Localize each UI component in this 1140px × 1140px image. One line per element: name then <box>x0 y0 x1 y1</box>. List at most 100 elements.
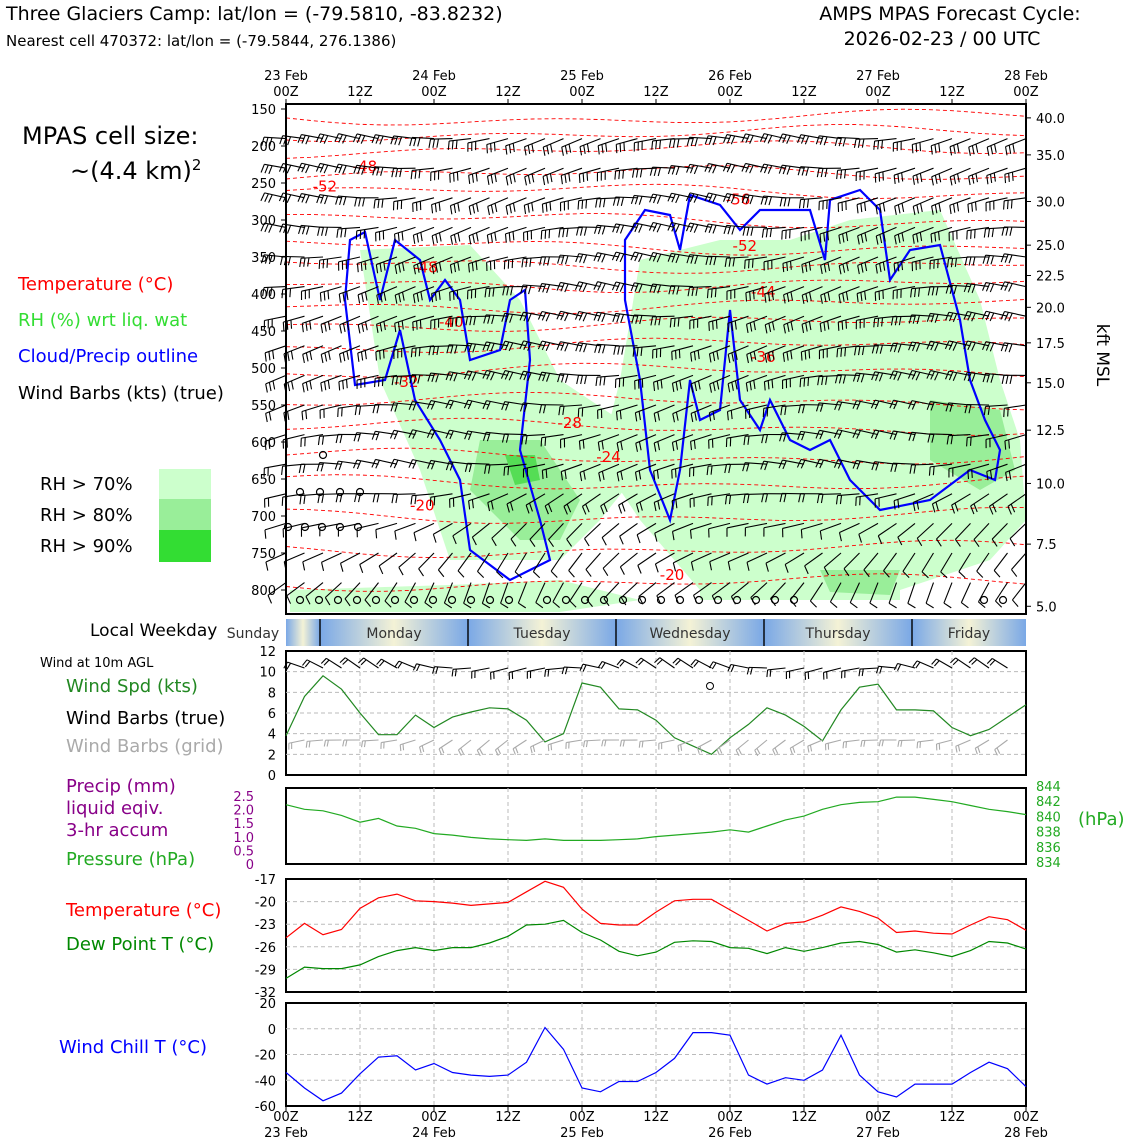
wind-barb-feather <box>790 350 793 360</box>
wind-barb-feather <box>612 196 617 206</box>
wind-barb-feather <box>935 286 939 296</box>
upper-wind-barb <box>946 256 971 268</box>
wind-barb-feather <box>657 167 661 177</box>
wind-barb-feather <box>467 400 473 410</box>
wind-barb-staff <box>267 582 287 596</box>
weekday-name: Sunday <box>227 626 279 642</box>
wind-barb-feather <box>955 746 958 753</box>
wind-barb-feather <box>911 401 917 410</box>
calm-circle <box>355 487 365 497</box>
wind-barb-feather <box>398 136 403 146</box>
wind-barb-feather <box>894 206 897 215</box>
wind-barb-feather <box>857 265 860 275</box>
weekday-name: Tuesday <box>513 626 571 642</box>
upper-wind-barb <box>804 552 823 575</box>
wind-barb-feather <box>919 173 923 183</box>
wind-barb-feather <box>542 283 547 293</box>
wind-barb-staff <box>693 582 712 596</box>
upper-wind-barb <box>359 552 379 573</box>
wind-barb-feather <box>611 281 617 291</box>
upper-wind-barb <box>709 552 731 571</box>
wind-barb-feather <box>838 137 843 147</box>
wind-barb-feather <box>730 664 735 672</box>
upper-wind-barb <box>648 251 675 263</box>
upper-wind-barb <box>986 138 1008 156</box>
upper-wind-barb <box>889 399 916 410</box>
wind-barb-feather <box>618 504 623 514</box>
wind-barb-feather <box>597 442 601 451</box>
wind-barb-feather <box>967 470 970 480</box>
upper-wind-barb <box>708 434 731 449</box>
upper-wind-barb <box>559 197 583 212</box>
upper-wind-barb <box>408 429 435 439</box>
wind-barb-feather <box>990 145 994 155</box>
wind-barb-feather <box>611 251 617 261</box>
wind-barb-feather <box>323 740 327 747</box>
wind-barb-feather <box>689 529 692 539</box>
temperature-contour <box>285 140 1027 159</box>
upper-wind-barb <box>576 374 601 385</box>
wind-barb-feather <box>342 659 349 665</box>
wind-barb-feather <box>494 203 498 213</box>
wind-barb-feather <box>582 283 588 292</box>
wind-barb-feather <box>667 165 672 175</box>
wind-barb-feather <box>546 174 549 184</box>
wind-barb-feather <box>734 380 738 390</box>
wind-barb-feather <box>761 434 765 444</box>
upper-wind-barb <box>445 399 472 410</box>
wind-barb-staff <box>481 582 491 604</box>
surface-wind-barb-true <box>690 659 712 669</box>
wind-barb-feather <box>981 311 987 320</box>
wind-barb-feather <box>784 406 787 415</box>
wind-barb-feather <box>875 372 880 381</box>
wind-barb-feather <box>724 258 728 267</box>
upper-wind-barb <box>484 463 509 474</box>
wind-barb-feather <box>446 344 450 354</box>
wind-barb-feather <box>963 311 969 320</box>
wind-barb-feather <box>560 342 565 351</box>
upper-wind-barb <box>889 370 916 381</box>
wind-barb-feather <box>346 321 350 331</box>
wind-barb-feather <box>671 223 676 232</box>
upper-wind-barb <box>375 522 398 539</box>
surface-wind-barb-grid <box>772 739 786 756</box>
wind-barb-feather <box>335 195 339 205</box>
wind-barb-feather <box>322 259 325 269</box>
wind-barb-feather <box>786 166 791 175</box>
wind-barb-staff <box>568 552 583 571</box>
wind-barb-feather <box>864 202 867 211</box>
wind-barb-feather <box>399 744 402 752</box>
wind-barb-feather <box>841 320 844 330</box>
wind-barb-feather <box>326 740 329 747</box>
upper-wind-barb <box>727 552 749 571</box>
wind-barb-feather <box>581 506 587 515</box>
wind-barb-feather <box>712 194 717 203</box>
wind-barb-feather <box>875 344 880 354</box>
wind-barb-feather <box>321 494 325 504</box>
wind-barb-feather <box>790 321 794 331</box>
upper-wind-barb <box>1012 582 1027 607</box>
wind-barb-feather <box>819 459 824 469</box>
upper-wind-barb <box>375 256 398 274</box>
wind-barb-feather <box>938 202 942 212</box>
upper-wind-barb <box>618 493 638 514</box>
upper-wind-barb <box>816 493 842 504</box>
wind-barb-feather <box>413 374 417 384</box>
wind-barb-feather <box>805 263 808 272</box>
wind-barb-feather <box>710 288 713 298</box>
wind-barb-feather <box>930 145 933 155</box>
wind-barb-feather <box>842 233 845 243</box>
surface-wind-barb-true <box>635 657 657 669</box>
wind-barb-feather <box>753 321 756 331</box>
wind-barb-feather <box>598 344 602 354</box>
wind-barb-feather <box>357 324 361 334</box>
upper-wind-barb <box>634 404 657 422</box>
wind-barb-feather <box>394 323 397 333</box>
upper-wind-barb <box>505 167 527 186</box>
calm-circle <box>352 595 362 605</box>
wind-barb-feather <box>578 312 584 321</box>
upper-wind-barb <box>779 197 805 207</box>
wind-barb-feather <box>877 535 883 545</box>
upper-wind-barb <box>297 162 324 174</box>
wind-barb-feather <box>410 348 413 358</box>
